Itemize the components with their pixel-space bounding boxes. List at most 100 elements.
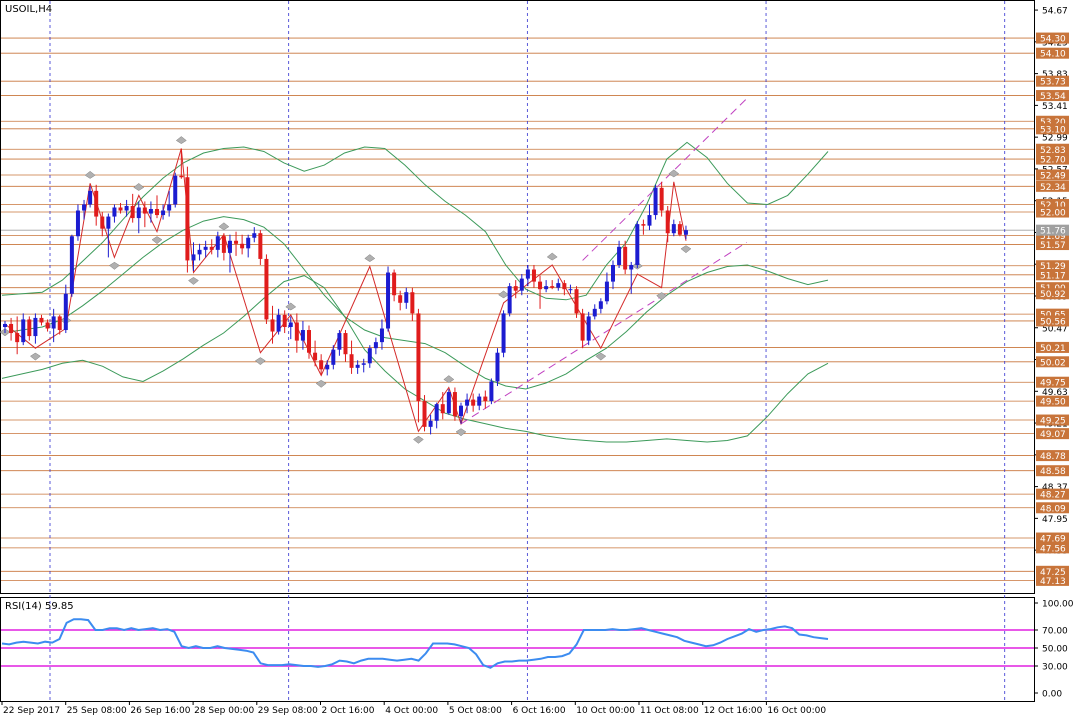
price-level-tag-label: 51.57 — [1040, 241, 1066, 251]
candle-body — [234, 240, 239, 244]
candle-body — [191, 254, 196, 261]
price-level-tag-label: 47.56 — [1040, 544, 1066, 554]
candle-body — [501, 313, 506, 353]
price-level-tag — [1036, 115, 1069, 127]
price-level-tag-label: 50.02 — [1040, 358, 1066, 368]
candle-body — [519, 278, 524, 291]
price-level-tag-label: 50.21 — [1040, 344, 1066, 354]
price-level-tag-label: 52.10 — [1040, 201, 1066, 211]
time-tick-label: 5 Oct 08:00 — [449, 706, 502, 716]
price-level-tag — [1036, 143, 1069, 155]
price-level-tag — [1036, 488, 1069, 500]
time-tick-label: 2 Oct 16:00 — [322, 706, 375, 716]
candle-body — [355, 364, 360, 368]
symbol-label: USOIL,H4 — [5, 4, 52, 15]
fractal-down-marker — [151, 236, 163, 245]
candle-body — [647, 215, 652, 226]
candle-body — [142, 207, 147, 214]
time-tick-label: 28 Sep 00:00 — [194, 706, 254, 716]
candle-body — [227, 240, 232, 253]
price-level-tag — [1036, 308, 1069, 320]
price-level-tag — [1036, 282, 1069, 294]
candle-body — [15, 333, 20, 343]
candle-body — [671, 224, 676, 234]
price-level-tag — [1036, 428, 1069, 440]
candle-body — [300, 330, 305, 341]
price-level-tag-label: 48.09 — [1040, 504, 1066, 514]
fractal-up-marker — [175, 136, 187, 144]
price-level-tag-label: 48.78 — [1040, 452, 1066, 462]
candle-body — [373, 342, 378, 349]
candle-body — [592, 308, 597, 317]
candle-body — [617, 246, 622, 265]
candle-body — [63, 293, 68, 331]
candle-body — [167, 204, 172, 211]
price-tick-label: 53.83 — [1042, 70, 1068, 80]
candle-body — [471, 399, 476, 406]
candle-body — [94, 190, 99, 217]
time-tick-label: 6 Oct 16:00 — [513, 706, 566, 716]
candle-body — [386, 272, 391, 329]
rsi-line — [1, 618, 829, 669]
candle-body — [428, 420, 433, 427]
candle-body — [161, 210, 166, 216]
price-level-tag — [1036, 315, 1069, 327]
rsi-label: RSI(14) 59.85 — [5, 601, 74, 612]
price-level-tag-label: 48.27 — [1040, 491, 1066, 501]
candle-body — [538, 281, 543, 290]
price-level-tag — [1036, 465, 1069, 477]
candle-body — [495, 352, 500, 382]
time-tick-label: 12 Oct 16:00 — [704, 706, 763, 716]
fractal-down-marker — [109, 261, 120, 270]
candle-body — [580, 313, 585, 341]
candle-body — [264, 258, 269, 320]
candle-body — [489, 381, 494, 402]
candle-body — [379, 328, 384, 343]
price-level-tag — [1036, 574, 1069, 586]
candle-body — [124, 205, 129, 211]
price-level-tag-label: 52.70 — [1040, 156, 1066, 166]
price-level-tag-label: 52.00 — [1040, 209, 1066, 219]
price-level-tag-label: 52.83 — [1040, 146, 1066, 156]
candle-body — [45, 322, 50, 329]
candle-body — [349, 354, 354, 368]
price-level-tag-label: 53.10 — [1040, 125, 1066, 135]
candle-body — [3, 323, 7, 327]
price-level-tag — [1036, 542, 1069, 554]
time-tick-label: 11 Oct 08:00 — [640, 706, 699, 716]
candle-body — [209, 246, 214, 250]
candle-body — [148, 209, 153, 214]
candle-body — [282, 314, 287, 327]
price-level-tag-label: 53.20 — [1040, 118, 1066, 128]
price-tick-label: 49.63 — [1042, 388, 1068, 398]
candle-body — [611, 264, 615, 282]
candle-body — [112, 207, 117, 217]
candle-body — [665, 210, 670, 234]
candle-body — [586, 316, 591, 341]
candle-body — [446, 392, 451, 414]
trend-channel-line — [460, 241, 748, 425]
candle-body — [568, 289, 573, 291]
fractal-down-marker — [413, 435, 424, 444]
candle-body — [276, 314, 281, 332]
fractal-down-marker — [254, 357, 266, 366]
price-level-tag — [1036, 532, 1069, 544]
candle-body — [173, 175, 178, 205]
candle-body — [507, 286, 512, 314]
price-level-tag-label: 53.54 — [1040, 92, 1066, 102]
fractal-up-marker — [668, 169, 680, 178]
fractal-down-marker — [188, 277, 199, 285]
fractal-down-marker — [680, 245, 692, 254]
time-axis-layer: 22 Sep 2017 25 Sep 08:00 26 Sep 16:00 28 Se… — [1, 701, 826, 716]
candle-body — [118, 207, 123, 211]
bollinger-upper-line — [1, 141, 829, 301]
price-tick-label: 48.37 — [1042, 483, 1068, 493]
candle-body — [51, 316, 56, 329]
price-tick-label: 53.41 — [1042, 102, 1068, 112]
candle-body — [179, 175, 184, 178]
candle-body — [185, 177, 190, 261]
fractal-down-marker — [656, 292, 668, 300]
price-level-tag-label: 47.69 — [1040, 535, 1066, 545]
candle-body — [367, 348, 372, 364]
